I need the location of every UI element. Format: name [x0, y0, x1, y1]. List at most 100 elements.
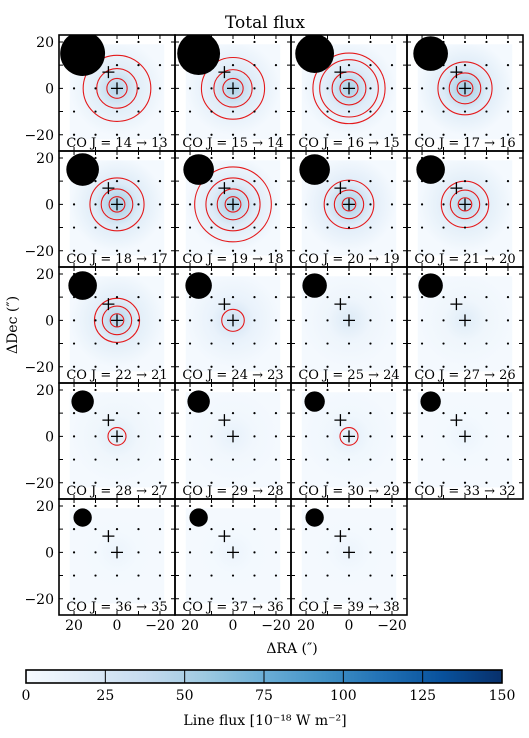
- spaxel-dot: [188, 597, 192, 600]
- spaxel-dot: [369, 458, 372, 461]
- panel-label: CO J = 15 → 14: [182, 136, 283, 151]
- spaxel-dot: [253, 528, 256, 531]
- source-marker: [218, 298, 231, 311]
- spaxel-dot: [158, 412, 162, 415]
- map-panel: CO J = 17 → 16: [406, 34, 524, 152]
- spaxel-dot: [253, 272, 256, 276]
- spaxel-dot: [94, 203, 97, 206]
- panel-label: CO J = 30 → 29: [298, 484, 399, 499]
- spaxel-dot: [369, 180, 372, 183]
- spaxel-dot: [390, 597, 394, 600]
- spaxel-dot: [188, 365, 192, 368]
- spaxel-dot: [369, 342, 372, 345]
- spaxel-dot: [231, 481, 235, 484]
- spaxel-dot: [137, 388, 140, 392]
- map-panel: CO J = 24 → 23: [174, 266, 292, 384]
- spaxel-dot: [188, 272, 192, 276]
- spaxel-dot: [463, 458, 467, 461]
- spaxel-dot: [158, 342, 162, 345]
- map-panel: CO J = 37 → 36 20 0 −20: [174, 498, 292, 634]
- flux-contour: [106, 77, 128, 99]
- spaxel-dot: [72, 481, 76, 484]
- spaxel-dot: [274, 597, 278, 600]
- spaxel-dot: [420, 133, 424, 136]
- spaxel-dot: [253, 435, 256, 438]
- spaxel-dot: [463, 156, 467, 160]
- panel-grid: CO J = 14 → 13 20 0 −20 CO J = 15 → 14 CO J =…: [24, 34, 524, 634]
- map-panel: CO J = 22 → 21 20 0 −20: [24, 266, 176, 384]
- spaxel-dot: [369, 435, 372, 438]
- spaxel-dot: [94, 272, 97, 276]
- spaxel-dot: [347, 481, 351, 484]
- spaxel-dot: [210, 574, 213, 577]
- spaxel-dot: [485, 342, 488, 345]
- spaxel-dot: [326, 412, 329, 415]
- spaxel-dot: [485, 110, 488, 113]
- spaxel-dot: [72, 110, 76, 113]
- spaxel-dot: [420, 435, 424, 438]
- colorbar-tick-label: 50: [176, 688, 194, 704]
- beam-size: [73, 508, 92, 527]
- beam-size: [418, 273, 443, 298]
- spaxel-dot: [210, 365, 213, 368]
- panel-label: CO J = 18 → 17: [66, 252, 167, 267]
- beam-size: [295, 35, 335, 73]
- spaxel-dot: [231, 388, 235, 392]
- spaxel-dot: [231, 412, 235, 415]
- spaxel-dot: [506, 156, 510, 160]
- spaxel-dot: [188, 458, 192, 461]
- spaxel-dot: [94, 87, 97, 90]
- spaxel-dot: [115, 597, 119, 600]
- spaxel-dot: [274, 226, 278, 229]
- spaxel-dot: [304, 203, 308, 206]
- spaxel-dot: [94, 435, 97, 438]
- spaxel-dot: [442, 203, 445, 206]
- spaxel-dot: [158, 296, 162, 299]
- spaxel-dot: [326, 249, 329, 252]
- spaxel-dot: [485, 156, 488, 160]
- spaxel-dot: [94, 412, 97, 415]
- x-tick-label: 20: [297, 618, 315, 634]
- source-marker: [227, 198, 239, 211]
- spaxel-dot: [326, 574, 329, 577]
- spaxel-dot: [347, 504, 351, 508]
- flux-contour: [205, 177, 261, 232]
- spaxel-dot: [115, 180, 119, 183]
- spaxel-dot: [390, 272, 394, 276]
- source-marker: [334, 182, 347, 195]
- source-marker: [102, 414, 115, 427]
- beam-size: [299, 154, 330, 185]
- spaxel-dot: [115, 296, 119, 299]
- y-tick-label: 0: [45, 313, 54, 329]
- spaxel-dot: [274, 203, 278, 206]
- spaxel-dot: [485, 412, 488, 415]
- spaxel-dot: [158, 481, 162, 484]
- spaxel-dot: [137, 319, 140, 322]
- spaxel-dot: [347, 226, 351, 229]
- spaxel-dot: [347, 156, 351, 160]
- spaxel-dot: [369, 296, 372, 299]
- panel-label: CO J = 33 → 32: [414, 484, 515, 499]
- y-tick-label: 20: [36, 151, 54, 167]
- spaxel-dot: [72, 203, 76, 206]
- spaxel-dot: [442, 319, 445, 322]
- spaxel-dot: [506, 481, 510, 484]
- spaxel-dot: [72, 458, 76, 461]
- spaxel-dot: [274, 249, 278, 252]
- spaxel-dot: [304, 481, 308, 484]
- spaxel-dot: [72, 574, 76, 577]
- spaxel-dot: [137, 249, 140, 252]
- flux-contour: [101, 305, 133, 336]
- spaxel-dot: [463, 296, 467, 299]
- spaxel-dot: [210, 481, 213, 484]
- source-marker: [111, 430, 123, 443]
- spaxel-dot: [485, 180, 488, 183]
- spaxel-dot: [347, 64, 351, 67]
- spaxel-dot: [115, 342, 119, 345]
- spaxel-dot: [326, 110, 329, 113]
- flux-contour: [341, 197, 357, 212]
- spaxel-dot: [463, 64, 467, 67]
- spaxel-dot: [158, 458, 162, 461]
- flux-contour: [221, 308, 245, 332]
- spaxel-dot: [158, 110, 162, 113]
